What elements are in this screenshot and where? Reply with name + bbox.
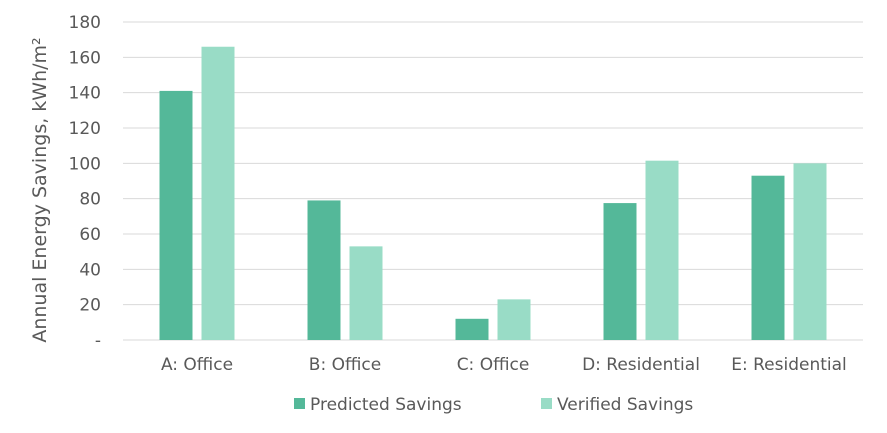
x-category-label: B: Office xyxy=(309,355,381,375)
bar-verified xyxy=(645,160,679,340)
y-tick-label: 80 xyxy=(79,190,101,210)
legend-label-predicted: Predicted Savings xyxy=(310,395,462,415)
y-tick-label: - xyxy=(95,331,101,351)
legend-swatch-verified xyxy=(541,398,552,409)
y-tick-label: 60 xyxy=(79,225,101,245)
y-tick-label: 120 xyxy=(69,119,101,139)
y-tick-label: 20 xyxy=(79,296,101,316)
gridlines xyxy=(123,21,863,341)
x-category-label: D: Residential xyxy=(582,355,700,375)
y-tick-label: 140 xyxy=(69,84,101,104)
x-category-label: E: Residential xyxy=(731,355,847,375)
bar-predicted xyxy=(307,200,341,340)
y-tick-label: 160 xyxy=(69,48,101,68)
bar-predicted xyxy=(455,318,489,340)
bar-predicted xyxy=(159,90,193,341)
y-tick-label: 180 xyxy=(69,13,101,33)
bar-verified xyxy=(497,299,531,340)
bars xyxy=(159,46,827,341)
y-axis-ticks: - 20 40 60 80 100 120 140 160 180 xyxy=(69,13,101,351)
x-category-label: A: Office xyxy=(161,355,233,375)
bar-predicted xyxy=(603,203,637,340)
bar-predicted xyxy=(751,175,785,340)
y-tick-label: 40 xyxy=(79,260,101,280)
bar-verified xyxy=(349,246,383,340)
y-tick-label: 100 xyxy=(69,154,101,174)
bar-verified xyxy=(793,163,827,340)
x-axis-categories: A: Office B: Office C: Office D: Residentia… xyxy=(161,355,847,375)
y-axis-label: Annual Energy Savings, kWh/m² xyxy=(29,37,51,342)
legend: Predicted Savings Verified Savings xyxy=(294,395,693,415)
bar-verified xyxy=(201,46,235,340)
legend-swatch-predicted xyxy=(294,398,305,409)
legend-label-verified: Verified Savings xyxy=(557,395,693,415)
x-category-label: C: Office xyxy=(457,355,530,375)
